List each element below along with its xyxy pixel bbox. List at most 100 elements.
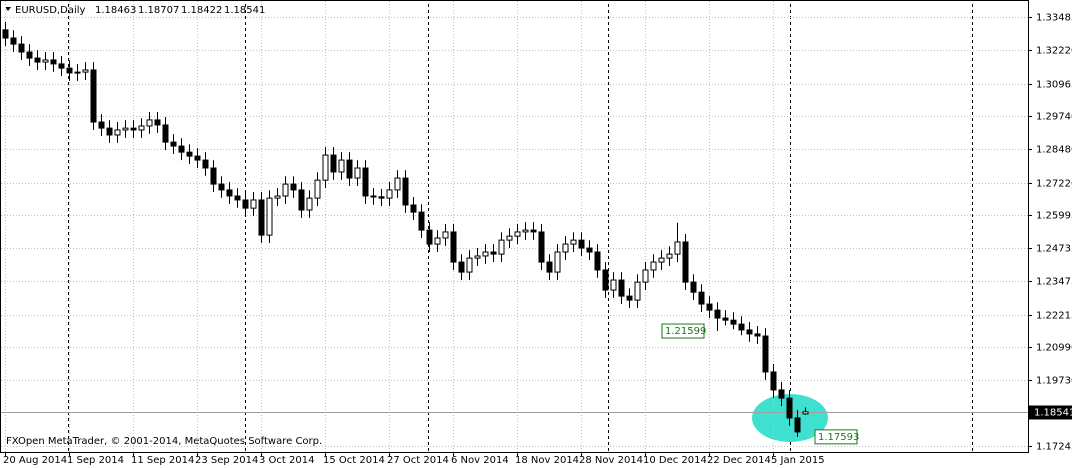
- candle-body: [274, 195, 281, 199]
- candle-body: [698, 291, 705, 305]
- x-tick-label: 15 Oct 2014: [323, 455, 385, 466]
- candle-body: [162, 124, 169, 143]
- candle-body: [290, 183, 297, 191]
- candle-body: [154, 119, 161, 126]
- candle-body: [770, 371, 777, 391]
- candle-body: [50, 59, 57, 65]
- y-tick-label: 1.30965: [1036, 80, 1072, 91]
- x-tick-label: 27 Oct 2014: [387, 455, 449, 466]
- y-tick-label: 1.33485: [1036, 13, 1072, 24]
- candle-body: [322, 154, 329, 181]
- candle-body: [418, 211, 425, 231]
- candle-body: [250, 199, 257, 209]
- candle-body: [210, 167, 217, 185]
- x-tick-label: 20 Aug 2014: [3, 455, 67, 466]
- x-tick-label: 5 Jan 2015: [771, 455, 825, 466]
- candle-body: [434, 237, 441, 245]
- candle-body: [114, 129, 121, 136]
- candle-body: [98, 121, 105, 129]
- x-tick-label: 6 Nov 2014: [451, 455, 509, 466]
- candle-body: [2, 29, 9, 39]
- candle-body: [514, 231, 521, 237]
- candle-body: [530, 229, 537, 233]
- candle-body: [658, 257, 665, 263]
- candle-body: [754, 333, 761, 337]
- y-tick-label: 1.19730: [1036, 376, 1072, 387]
- candle-body: [490, 251, 497, 255]
- candle-body: [634, 281, 641, 301]
- candle-body: [442, 231, 449, 239]
- copyright: FXOpen MetaTrader, © 2001-2014, MetaQuot…: [6, 436, 322, 447]
- x-tick-label: 28 Nov 2014: [579, 455, 643, 466]
- x-tick-label: 3 Oct 2014: [259, 455, 314, 466]
- candle-body: [146, 119, 153, 127]
- candle-body: [218, 183, 225, 191]
- candle-body: [138, 125, 145, 131]
- candle-body: [170, 141, 177, 147]
- candle-body: [74, 71, 81, 74]
- candle-body: [570, 239, 577, 245]
- x-tick-label: 11 Sep 2014: [131, 455, 194, 466]
- candle-body: [338, 159, 345, 173]
- candle-body: [10, 37, 17, 45]
- candle-body: [474, 255, 481, 259]
- y-tick-label: 1.28480: [1036, 145, 1072, 156]
- y-tick-label: 1.24735: [1036, 244, 1072, 255]
- candle-body: [562, 243, 569, 253]
- candle-body: [186, 151, 193, 157]
- candle-body: [666, 253, 673, 259]
- candle-body: [730, 319, 737, 325]
- candle-body: [394, 177, 401, 191]
- candle-body: [234, 195, 241, 201]
- candle-body: [26, 51, 33, 59]
- candle-body: [586, 247, 593, 253]
- menu-arrow[interactable]: [5, 7, 11, 11]
- candle-body: [802, 411, 809, 415]
- y-tick-label: 1.29740: [1036, 112, 1072, 123]
- candle-body: [578, 239, 585, 249]
- candle-body: [594, 251, 601, 271]
- candle-body: [178, 145, 185, 153]
- candle-body: [538, 231, 545, 263]
- candle-body: [346, 159, 353, 179]
- candle-body: [690, 281, 697, 293]
- candle-body: [106, 127, 113, 136]
- candle-body: [330, 154, 337, 173]
- candle-body: [242, 199, 249, 209]
- symbol: EURUSD,Daily: [15, 5, 86, 16]
- candle-body: [722, 317, 729, 321]
- candle-body: [506, 235, 513, 241]
- candle-body: [90, 69, 97, 123]
- candle-body: [298, 189, 305, 211]
- candle-body: [786, 397, 793, 419]
- candle-body: [66, 67, 73, 74]
- candle-body: [426, 229, 433, 245]
- candle-body: [42, 59, 49, 63]
- y-tick-label: 1.23475: [1036, 277, 1072, 288]
- candle-body: [706, 303, 713, 311]
- candle-body: [306, 197, 313, 211]
- candle-body: [82, 69, 89, 73]
- y-tick-label: 1.25995: [1036, 211, 1072, 222]
- candle-body: [34, 57, 41, 63]
- price-label-box: [661, 323, 705, 339]
- candle-body: [762, 335, 769, 373]
- candle-body: [682, 241, 689, 283]
- candle-body: [266, 197, 273, 236]
- y-tick-label: 1.32220: [1036, 46, 1072, 57]
- candle-body: [378, 196, 385, 199]
- candle-body: [714, 309, 721, 319]
- price-label-box: [814, 429, 858, 445]
- y-tick-label: 1.22215: [1036, 311, 1072, 322]
- candle-body: [58, 63, 65, 69]
- candle-body: [794, 417, 801, 433]
- candle-body: [482, 251, 489, 257]
- candle-body: [194, 155, 201, 161]
- candle-body: [386, 189, 393, 199]
- candle-body: [626, 295, 633, 301]
- candle-body: [602, 269, 609, 291]
- candle-body: [546, 261, 553, 273]
- candle-body: [618, 279, 625, 297]
